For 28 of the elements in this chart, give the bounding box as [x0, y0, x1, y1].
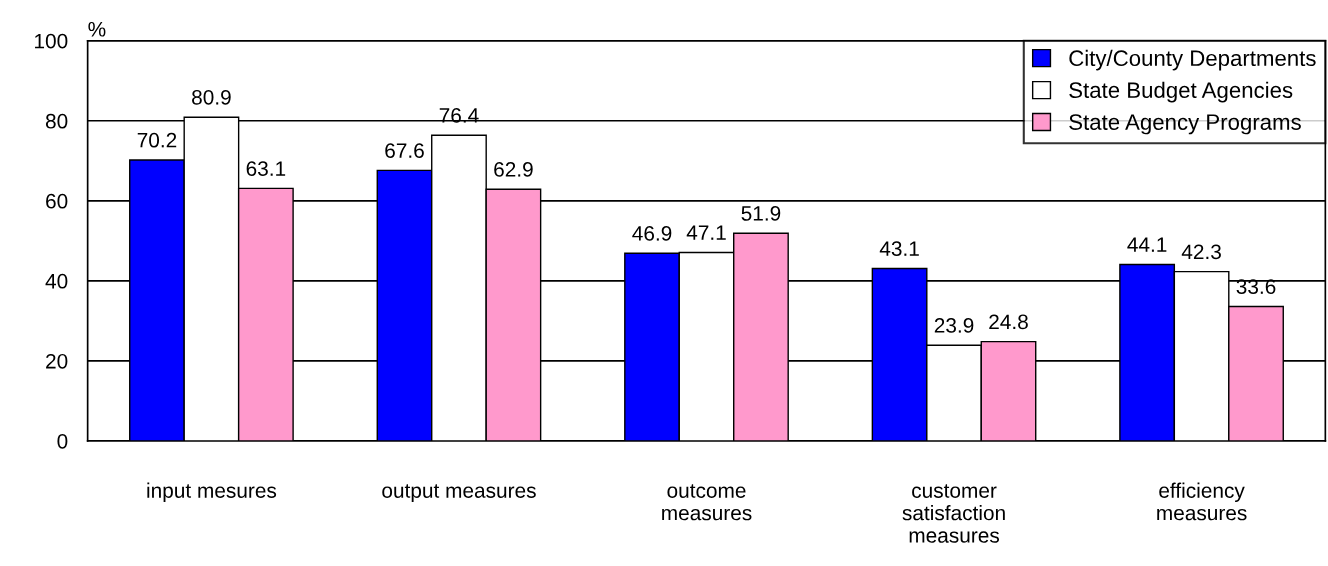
y-tick-label: 100: [35, 33, 68, 49]
legend-label: State Agency Programs: [1069, 114, 1301, 135]
y-tick-label: 40: [45, 273, 68, 289]
data-label: 67.6: [385, 143, 424, 158]
x-tick-label: efficiency measures: [1157, 482, 1247, 521]
legend-label: State Budget Agencies: [1069, 81, 1293, 103]
data-label: 23.9: [934, 318, 974, 333]
x-tick-label: output measures: [382, 484, 536, 502]
data-label: 51.9: [741, 206, 781, 221]
data-label: 63.1: [246, 161, 286, 176]
y-axis-title: %: [88, 21, 106, 37]
data-label: 62.9: [494, 162, 533, 177]
data-label: 47.1: [686, 225, 726, 240]
y-tick-label: 0: [57, 433, 68, 449]
x-tick-label: customer satisfaction measures: [902, 484, 1005, 543]
data-label: 43.1: [879, 241, 919, 256]
data-label: 80.9: [192, 89, 231, 105]
data-label: 44.1: [1127, 237, 1167, 252]
x-tick-label: outcome measures: [662, 484, 752, 521]
y-tick-label: 60: [46, 193, 68, 209]
data-label: 46.9: [632, 226, 672, 241]
x-tick-label: input mesures: [147, 482, 277, 502]
data-label: 42.3: [1181, 244, 1221, 260]
legend-label: City/County Departments: [1069, 49, 1316, 71]
y-tick-label: 20: [46, 353, 68, 369]
data-label: 24.8: [989, 314, 1028, 330]
data-label: 70.2: [137, 132, 177, 148]
y-tick-label: 80: [45, 113, 68, 129]
